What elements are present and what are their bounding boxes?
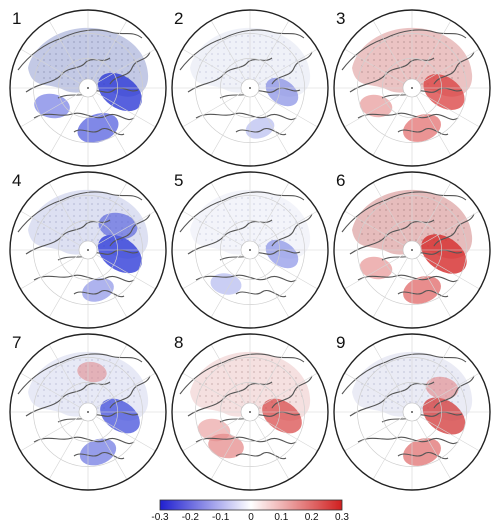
anomaly-patch [423, 74, 465, 110]
panel-label: 8 [174, 333, 183, 352]
significance-stipple [199, 197, 303, 253]
colorbar-tick-label: -0.2 [182, 512, 200, 523]
map-panel: 1 [9, 9, 167, 167]
coastline [17, 29, 151, 136]
anomaly-patch [421, 234, 467, 274]
anomaly-patch [422, 397, 466, 435]
anomaly-patch [98, 212, 138, 240]
coastline [17, 353, 151, 460]
colorbar-ticks: -0.3 -0.2 -0.1 0 0.1 0.2 0.3 [151, 512, 349, 523]
map-border [171, 9, 329, 167]
colorbar-tick-label: 0 [248, 512, 254, 523]
map-border [9, 171, 167, 329]
anomaly-patch [265, 77, 299, 107]
coastline [179, 191, 313, 298]
graticule [10, 172, 166, 328]
panel-label: 9 [336, 333, 345, 352]
map-border [9, 333, 167, 491]
colorbar-tick-label: -0.1 [212, 512, 230, 523]
anomaly-patch [245, 117, 275, 139]
colorbar-gradient [159, 499, 343, 511]
map-panel: 2 [171, 9, 329, 167]
map-panel: 3 [333, 9, 491, 167]
graticule [334, 172, 490, 328]
coastline [341, 29, 475, 136]
map-border [9, 9, 167, 167]
graticule [10, 10, 166, 166]
coastline [179, 29, 313, 136]
panel-label: 6 [336, 171, 345, 190]
panel-label: 1 [12, 9, 21, 28]
coastline [179, 353, 313, 460]
graticule [334, 10, 490, 166]
anomaly-patch [403, 438, 441, 466]
colorbar-tick-label: -0.3 [151, 512, 169, 523]
map-panel: 6 [333, 171, 491, 329]
map-panels: 1 2 3 4 5 6 7 8 9 [9, 9, 491, 491]
map-panel: 8 [171, 333, 329, 491]
anomaly-patch [359, 94, 393, 118]
anomaly-patch [197, 418, 231, 442]
anomaly-patch [403, 114, 441, 142]
map-panel: 5 [171, 171, 329, 329]
graticule [172, 334, 328, 490]
panel-label: 7 [12, 333, 21, 352]
anomaly-patch [359, 256, 393, 280]
coastline [17, 191, 151, 298]
panel-label: 4 [12, 171, 21, 190]
graticule [10, 334, 166, 490]
map-border [333, 171, 491, 329]
graticule [172, 172, 328, 328]
map-border [171, 333, 329, 491]
colorbar-tick-label: 0.1 [274, 512, 288, 523]
graticule [172, 10, 328, 166]
panel-label: 3 [336, 9, 345, 28]
map-panel: 7 [9, 333, 167, 491]
map-border [333, 9, 491, 167]
anomaly-patch [98, 234, 142, 274]
graticule [334, 334, 490, 490]
anomaly-patch [265, 239, 299, 269]
significance-stipple [199, 359, 303, 415]
panel-label: 5 [174, 171, 183, 190]
panel-label: 2 [174, 9, 183, 28]
anomaly-patch [77, 361, 107, 383]
colorbar: -0.3 -0.2 -0.1 0 0.1 0.2 0.3 [151, 499, 349, 523]
map-border [333, 333, 491, 491]
anomaly-patch [82, 278, 114, 302]
map-panel: 4 [9, 171, 167, 329]
colorbar-tick-label: 0.2 [305, 512, 319, 523]
significance-stipple [199, 35, 303, 91]
map-panel: 9 [333, 333, 491, 491]
map-border [171, 171, 329, 329]
colorbar-tick-label: 0.3 [335, 512, 349, 523]
anomaly-patch [98, 72, 142, 112]
coastline [341, 353, 475, 460]
anomaly-patch [403, 276, 441, 304]
coastline [341, 191, 475, 298]
